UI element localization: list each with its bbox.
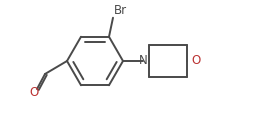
Text: O: O bbox=[30, 86, 39, 98]
Text: O: O bbox=[191, 54, 200, 68]
Text: Br: Br bbox=[114, 4, 127, 17]
Text: N: N bbox=[139, 54, 147, 68]
